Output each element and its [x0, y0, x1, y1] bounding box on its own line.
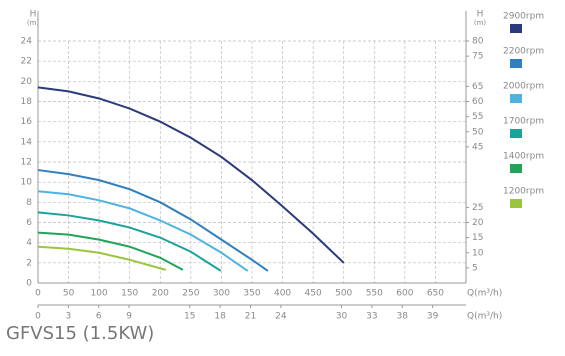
legend-label: 2000rpm — [503, 82, 544, 92]
x-tick-label: 600 — [396, 289, 413, 299]
legend-swatch — [510, 129, 522, 138]
x-tick-label: 650 — [427, 289, 444, 299]
x2-tick-label: 33 — [366, 312, 377, 322]
y-tick-label: 22 — [21, 57, 32, 67]
curve — [37, 190, 249, 272]
y-label: (m) — [27, 19, 40, 27]
x-tick-label: 200 — [152, 289, 169, 299]
legend-swatch — [510, 199, 522, 208]
x2-tick-label: 18 — [214, 312, 226, 322]
y2-tick-label: 65 — [472, 82, 483, 92]
x-label: Q(m³/h) — [467, 289, 502, 299]
y-tick-label: 0 — [26, 279, 32, 289]
y-tick-label: 12 — [21, 158, 32, 168]
y-tick-label: 24 — [21, 37, 33, 47]
y2-tick-label: 60 — [472, 97, 484, 107]
y2-tick-label: 50 — [472, 127, 484, 137]
x-tick-label: 400 — [274, 289, 291, 299]
legend-label: 2200rpm — [503, 47, 544, 57]
y-tick-label: 18 — [21, 97, 33, 107]
y2-tick-label: 20 — [472, 218, 484, 228]
y-tick-label: 10 — [21, 178, 33, 188]
legend-label: 2900rpm — [503, 12, 544, 22]
x2-tick-label: 6 — [96, 312, 102, 322]
y2-tick-label: 55 — [472, 112, 483, 122]
y2-tick-label: 10 — [472, 248, 484, 258]
x-tick-label: 350 — [243, 289, 260, 299]
legend-swatch — [510, 59, 522, 68]
y-tick-label: 20 — [21, 77, 33, 87]
y2-tick-label: 80 — [472, 37, 484, 47]
curve — [37, 211, 222, 272]
x2-tick-label: 9 — [126, 312, 132, 322]
x-tick-label: 50 — [63, 289, 75, 299]
x2-tick-label: 0 — [35, 312, 41, 322]
x2-tick-label: 30 — [336, 312, 348, 322]
x-tick-label: 550 — [366, 289, 383, 299]
x2-tick-label: 24 — [275, 312, 287, 322]
x-tick-label: 250 — [182, 289, 199, 299]
x-tick-label: 500 — [335, 289, 352, 299]
x-tick-label: 100 — [91, 289, 108, 299]
legend-swatch — [510, 24, 522, 33]
x-tick-label: 450 — [305, 289, 322, 299]
x-tick-label: 0 — [35, 289, 41, 299]
legend-label: 1200rpm — [503, 187, 544, 197]
y-tick-label: 2 — [26, 258, 32, 268]
legend-label: 1400rpm — [503, 152, 544, 162]
chart-title: GFVS15 (1.5KW) — [6, 323, 154, 344]
y2-tick-label: 5 — [472, 263, 478, 273]
curve — [37, 231, 184, 271]
y-label: H — [30, 10, 37, 20]
legend-label: 1700rpm — [503, 117, 544, 127]
x2-label: Q(m³/h) — [467, 312, 502, 322]
x2-tick-label: 3 — [65, 312, 71, 322]
y2-label: (m) — [474, 19, 487, 27]
legend-swatch — [510, 164, 522, 173]
y-tick-label: 4 — [26, 238, 32, 248]
y-tick-label: 8 — [26, 198, 32, 208]
x2-tick-label: 39 — [427, 312, 439, 322]
y2-tick-label: 45 — [472, 142, 483, 152]
y-tick-label: 16 — [21, 117, 33, 127]
curve — [37, 245, 167, 271]
y2-tick-label: 75 — [472, 52, 483, 62]
y2-label: H — [477, 10, 484, 20]
x2-tick-label: 38 — [397, 312, 409, 322]
legend-swatch — [510, 94, 522, 103]
curve — [37, 169, 269, 272]
y-tick-label: 6 — [26, 218, 32, 228]
y2-tick-label: 15 — [472, 233, 483, 243]
x2-tick-label: 21 — [245, 312, 256, 322]
x2-tick-label: 15 — [184, 312, 195, 322]
y2-tick-label: 25 — [472, 203, 483, 213]
x-tick-label: 300 — [213, 289, 230, 299]
y-tick-label: 14 — [21, 137, 33, 147]
x-tick-label: 150 — [121, 289, 138, 299]
curve — [37, 86, 345, 264]
